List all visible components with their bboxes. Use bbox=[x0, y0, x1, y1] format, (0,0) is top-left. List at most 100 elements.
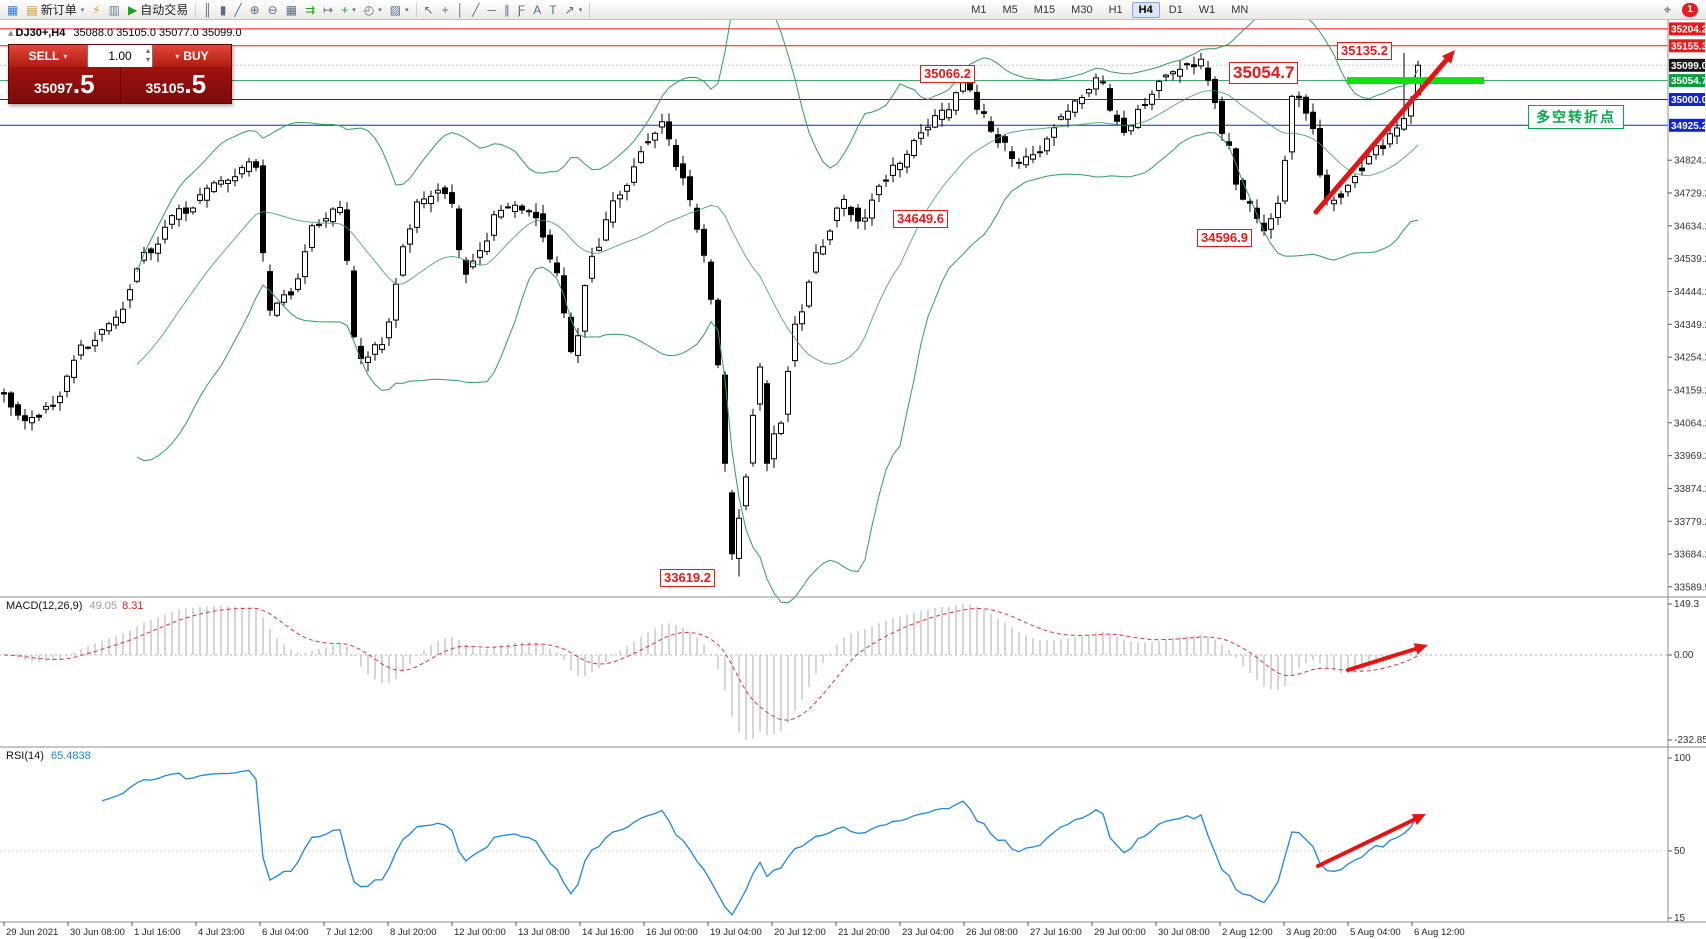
vertical-line-tool-icon[interactable]: │ bbox=[453, 1, 469, 19]
time-axis-label: 27 Jul 16:00 bbox=[1030, 927, 1082, 938]
trend-arrow[interactable] bbox=[1346, 646, 1418, 672]
indicators-icon-dropdown-icon[interactable]: ▾ bbox=[352, 6, 356, 14]
price-callout-label[interactable]: 33619.2 bbox=[660, 569, 715, 587]
trend-arrow-head[interactable] bbox=[1413, 643, 1428, 655]
timeframe-w1[interactable]: W1 bbox=[1198, 3, 1216, 16]
chart-shift-icon: ↦ bbox=[323, 2, 334, 17]
price-callout-label[interactable]: 35066.2 bbox=[920, 65, 975, 83]
auto-scroll-icon[interactable]: ⇉ bbox=[301, 1, 319, 19]
timeframe-m15[interactable]: M15 bbox=[1033, 3, 1056, 16]
trend-arrow-head[interactable] bbox=[1411, 814, 1426, 825]
chart-shift-icon[interactable]: ↦ bbox=[319, 1, 337, 19]
shapes-tool-icon-dropdown-icon[interactable]: ▾ bbox=[578, 6, 583, 14]
timeframe-h4[interactable]: H4 bbox=[1131, 1, 1160, 18]
volume-spinner[interactable]: ▴ ▾ bbox=[146, 46, 150, 64]
toolbar-separator bbox=[195, 2, 197, 17]
timeframe-switcher: M1 M5 M15 M30 H1 H4 D1 W1 MN bbox=[963, 1, 1256, 18]
templates-icon-dropdown-icon[interactable]: ▾ bbox=[405, 6, 409, 14]
price-line-label: 35204.2 bbox=[1671, 24, 1706, 35]
volume-value: 1.00 bbox=[108, 49, 132, 63]
timeframe-h1[interactable]: H1 bbox=[1108, 3, 1123, 16]
trendline-tool-icon: ╱ bbox=[472, 2, 480, 17]
algo-trading-icon: ⚡ bbox=[92, 2, 101, 17]
fibonacci-tool-icon: Ƒ bbox=[517, 2, 526, 17]
trend-arrow[interactable] bbox=[1313, 57, 1449, 215]
price-callout-label[interactable]: 34596.9 bbox=[1197, 229, 1252, 247]
cursor-tool-icon[interactable]: ↖ bbox=[420, 1, 438, 19]
bearish-candles bbox=[1, 64, 1386, 555]
indicators-icon[interactable]: + ▾ bbox=[337, 1, 360, 19]
time-axis-label: 6 Aug 12:00 bbox=[1414, 927, 1465, 938]
candlestick-chart-icon[interactable]: ▮ bbox=[216, 1, 231, 19]
trendline-tool-icon[interactable]: ╱ bbox=[468, 1, 483, 19]
label-tool-icon[interactable]: T bbox=[545, 1, 560, 19]
spinner-down-icon[interactable]: ▾ bbox=[145, 55, 150, 64]
time-axis-label: 6 Jul 04:00 bbox=[262, 927, 308, 938]
zoom-out-icon[interactable]: ⊖ bbox=[264, 1, 282, 19]
periods-icon[interactable]: ◴ ▾ bbox=[360, 1, 386, 19]
bar-chart-icon: ║ bbox=[203, 2, 212, 17]
new-order-button[interactable]: ▤ 新订单 ▾ bbox=[22, 1, 88, 19]
notification-badge[interactable]: 1 bbox=[1682, 2, 1698, 17]
rsi-line bbox=[101, 769, 1419, 916]
algo-trading-icon[interactable]: ⚡ bbox=[88, 1, 104, 19]
price-tick-label: 34349.2 bbox=[1674, 320, 1706, 331]
price-line-label-box bbox=[1669, 74, 1705, 88]
sell-price-frac: .5 bbox=[72, 69, 95, 99]
autotrade-button[interactable]: ▶ 自动交易 bbox=[124, 1, 192, 19]
bullish-candles bbox=[29, 58, 1421, 559]
price-callout-label[interactable]: 34649.6 bbox=[893, 210, 948, 228]
note-bull-bear-turning-point[interactable]: 多空转折点 bbox=[1528, 105, 1624, 129]
sell-button[interactable]: SELL ▾ bbox=[9, 45, 87, 67]
crosshair-tool-icon[interactable]: + bbox=[438, 1, 453, 19]
macd-label: MACD(12,26,9) bbox=[6, 600, 83, 612]
buy-caret-icon: ▾ bbox=[175, 51, 180, 61]
highlight-segment[interactable] bbox=[1347, 77, 1484, 85]
price-callout-label[interactable]: 35135.2 bbox=[1337, 42, 1392, 60]
fibonacci-tool-icon[interactable]: Ƒ bbox=[514, 1, 529, 19]
search-icon[interactable]: ⌖ bbox=[1663, 1, 1671, 17]
timeframe-mn[interactable]: MN bbox=[1231, 3, 1249, 16]
rsi-label: RSI(14) bbox=[6, 750, 44, 762]
price-callout-label[interactable]: 35054.7 bbox=[1229, 62, 1299, 85]
time-axis-label: 19 Jul 04:00 bbox=[710, 927, 762, 938]
price-line-label: 35099.0 bbox=[1671, 61, 1706, 72]
buy-button[interactable]: ▾ BUY bbox=[153, 45, 231, 67]
market-depth-icon[interactable]: ▥ bbox=[105, 1, 124, 19]
chart-symbol-icon: ▴ bbox=[8, 27, 14, 39]
shapes-tool-icon[interactable]: ↗ ▾ bbox=[561, 1, 587, 19]
time-axis-label: 23 Jul 04:00 bbox=[902, 927, 954, 938]
rsi-value: 65.4838 bbox=[50, 750, 91, 762]
templates-icon[interactable]: ▨ ▾ bbox=[386, 1, 413, 19]
new-order-button-dropdown-icon[interactable]: ▾ bbox=[80, 6, 85, 14]
shapes-tool-icon: ↗ bbox=[564, 2, 575, 17]
line-chart-icon[interactable]: ╱ bbox=[230, 1, 245, 19]
sell-price[interactable]: 35097 .5 bbox=[9, 67, 120, 103]
timeframe-m30[interactable]: M30 bbox=[1071, 3, 1093, 16]
text-tool-icon: A bbox=[533, 2, 542, 17]
macd-histogram bbox=[10, 604, 1419, 740]
price-tick-label: 34539.2 bbox=[1674, 254, 1706, 265]
equidistant-channel-tool-icon[interactable]: ∥ bbox=[500, 1, 514, 19]
price-line-label-box bbox=[1669, 58, 1705, 72]
volume-input[interactable]: 1.00 ▴ ▾ bbox=[87, 45, 153, 67]
text-tool-icon[interactable]: A bbox=[529, 1, 545, 19]
buy-price[interactable]: 35105 .5 bbox=[119, 67, 231, 103]
trend-arrow-head[interactable] bbox=[1442, 50, 1455, 64]
periods-icon-dropdown-icon[interactable]: ▾ bbox=[378, 6, 382, 14]
zoom-in-icon[interactable]: ⊕ bbox=[246, 1, 264, 19]
market-depth-icon: ▥ bbox=[108, 2, 120, 17]
tile-windows-icon[interactable]: ▦ bbox=[282, 1, 301, 19]
trend-arrow[interactable] bbox=[1316, 817, 1417, 868]
vertical-line-tool-icon: │ bbox=[456, 2, 465, 17]
time-axis-label: 30 Jun 08:00 bbox=[70, 927, 125, 938]
cursor-tool-icon: ↖ bbox=[423, 2, 434, 17]
timeframe-d1[interactable]: D1 bbox=[1168, 3, 1183, 16]
timeframe-m5[interactable]: M5 bbox=[1002, 3, 1018, 16]
bar-chart-icon[interactable]: ║ bbox=[199, 1, 216, 19]
spinner-up-icon[interactable]: ▴ bbox=[145, 46, 150, 55]
timeframe-m1[interactable]: M1 bbox=[971, 3, 987, 16]
price-line-label-box bbox=[1669, 93, 1705, 106]
horizontal-line-tool-icon[interactable]: ─ bbox=[483, 1, 500, 19]
